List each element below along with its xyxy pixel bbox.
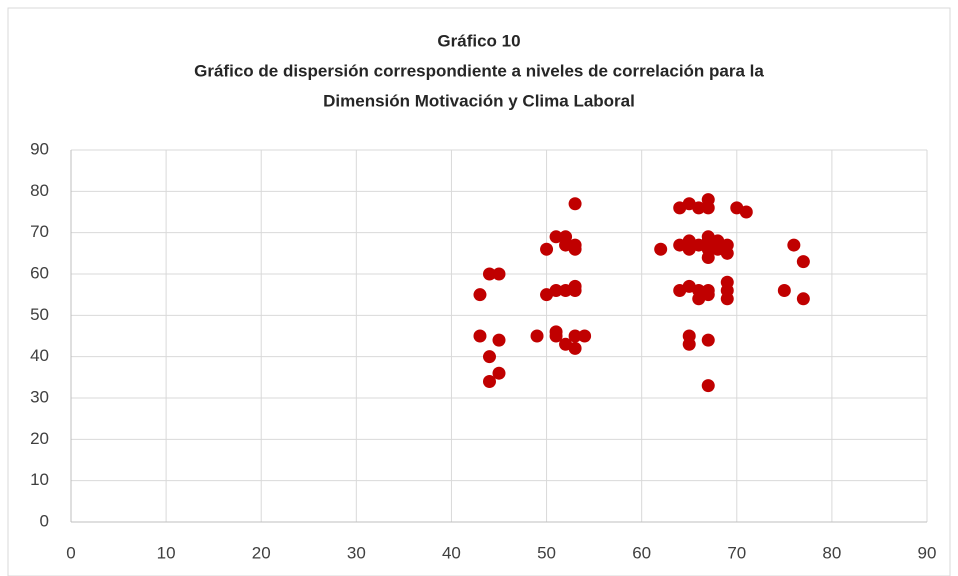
point — [482, 374, 496, 388]
x-tick-label: 30 — [347, 543, 366, 562]
point — [473, 288, 487, 302]
point — [568, 341, 582, 355]
point — [701, 379, 715, 393]
point — [739, 205, 753, 219]
point — [701, 333, 715, 347]
y-tick-label: 60 — [30, 263, 49, 282]
point — [540, 242, 554, 256]
x-tick-label: 40 — [442, 543, 461, 562]
y-tick-label: 90 — [30, 139, 49, 158]
point — [530, 329, 544, 343]
y-tick-label: 50 — [30, 305, 49, 324]
x-tick-label: 90 — [918, 543, 937, 562]
chart-subtitle: Gráfico de dispersión correspondiente a … — [194, 61, 764, 80]
y-tick-label: 20 — [30, 429, 49, 448]
x-tick-label: 50 — [537, 543, 556, 562]
point — [492, 366, 506, 380]
chart-title: Gráfico 10 — [437, 31, 520, 50]
point — [482, 350, 496, 364]
point — [549, 284, 563, 298]
x-tick-label: 60 — [632, 543, 651, 562]
point — [549, 230, 563, 244]
y-tick-label: 10 — [30, 470, 49, 489]
point — [796, 255, 810, 269]
point — [720, 246, 734, 260]
point — [787, 238, 801, 252]
y-tick-label: 30 — [30, 387, 49, 406]
chart-subtitle: Dimensión Motivación y Clima Laboral — [323, 91, 635, 110]
point — [482, 267, 496, 281]
point — [473, 329, 487, 343]
point — [701, 288, 715, 302]
point — [701, 250, 715, 264]
x-tick-label: 20 — [252, 543, 271, 562]
point — [701, 201, 715, 215]
point — [568, 197, 582, 211]
point — [777, 284, 791, 298]
point — [568, 329, 582, 343]
y-tick-label: 80 — [30, 181, 49, 200]
x-tick-label: 70 — [727, 543, 746, 562]
x-tick-label: 10 — [157, 543, 176, 562]
point — [492, 267, 506, 281]
point — [549, 329, 563, 343]
x-tick-label: 80 — [822, 543, 841, 562]
y-tick-label: 0 — [40, 511, 49, 530]
point — [682, 337, 696, 351]
point — [492, 333, 506, 347]
y-tick-label: 40 — [30, 346, 49, 365]
point — [796, 292, 810, 306]
x-tick-label: 0 — [66, 543, 75, 562]
point — [692, 201, 706, 215]
point — [720, 292, 734, 306]
point — [654, 242, 668, 256]
y-tick-label: 70 — [30, 222, 49, 241]
point — [578, 329, 592, 343]
point — [568, 242, 582, 256]
point — [568, 279, 582, 293]
